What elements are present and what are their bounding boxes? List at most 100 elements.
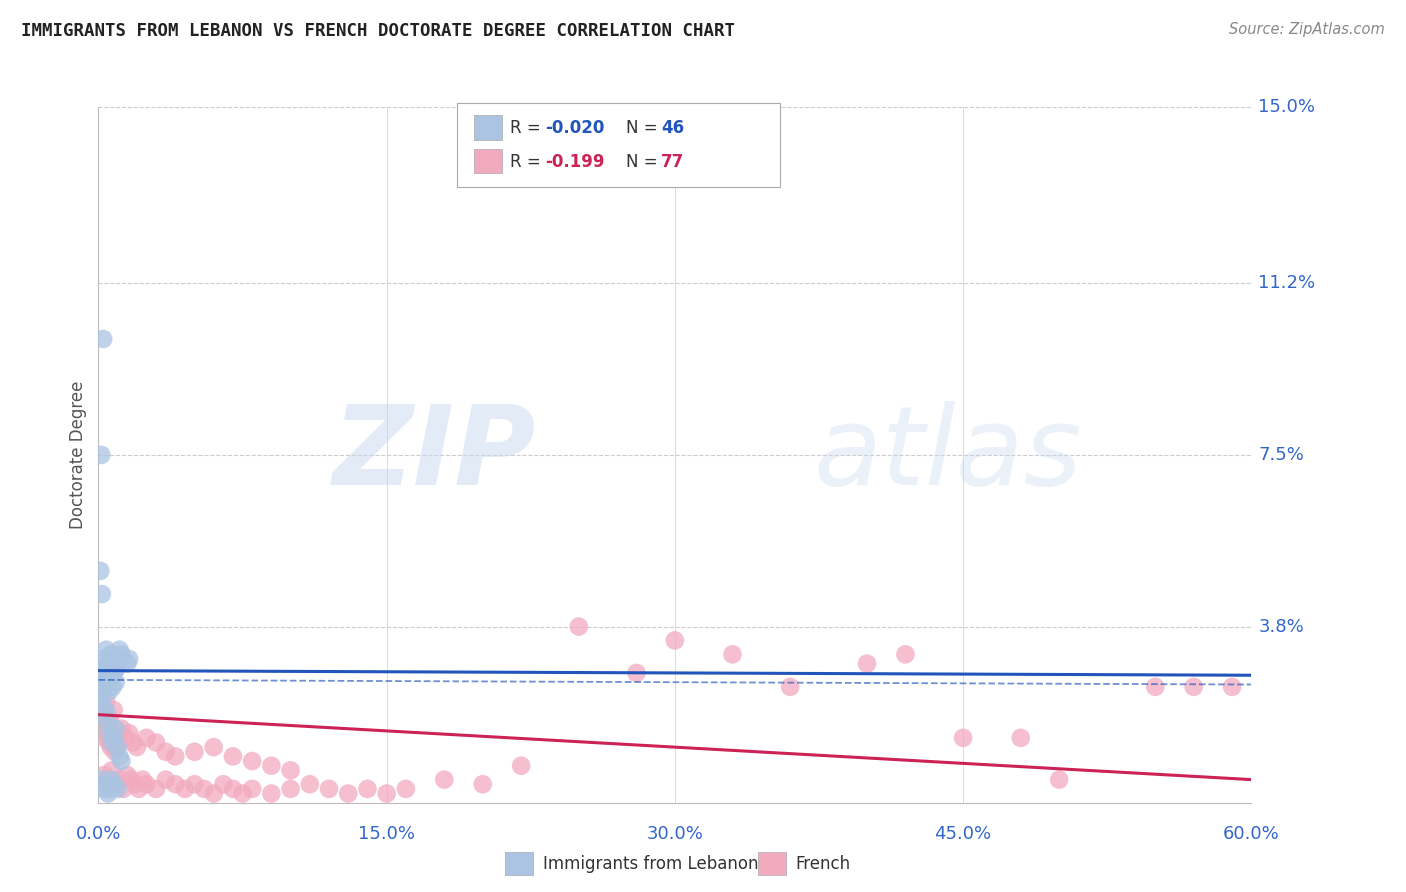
Text: 11.2%: 11.2% [1258,275,1316,293]
Point [120,772,142,787]
Point [89,689,111,703]
Point [260,758,283,772]
Text: 3.8%: 3.8% [1258,617,1305,635]
Point [165,777,187,791]
Point [1220,680,1243,694]
Text: -0.020: -0.020 [546,120,605,137]
Point [298,777,321,791]
Point [664,633,686,648]
Point [174,781,197,796]
Point [395,781,418,796]
Point [94,777,117,791]
Point [90,448,112,462]
Text: 15.0%: 15.0% [1258,98,1316,116]
Point [101,764,124,778]
Point [131,772,153,787]
Point [135,777,157,791]
Point [856,657,879,671]
Point [1047,772,1070,787]
Point [105,740,128,755]
Y-axis label: Doctorate Degree: Doctorate Degree [69,381,87,529]
Point [337,787,360,801]
Point [260,787,283,801]
Point [98,712,121,726]
Point [1144,680,1167,694]
Point [107,740,129,755]
Point [721,648,744,662]
Text: atlas: atlas [813,401,1081,508]
Point [107,652,129,666]
Point [183,777,205,791]
Point [93,768,115,782]
Point [155,745,177,759]
Point [101,680,124,694]
Point [101,731,124,745]
Point [104,675,127,690]
Point [101,772,124,787]
Text: French: French [796,855,851,873]
Point [96,675,118,690]
Text: 45.0%: 45.0% [935,825,991,843]
Point [626,665,648,680]
Point [155,772,177,787]
Point [212,777,235,791]
Point [433,772,456,787]
Point [103,665,125,680]
Text: 30.0%: 30.0% [647,825,703,843]
Point [122,735,145,749]
Point [101,735,124,749]
Point [97,772,120,787]
Point [98,661,121,675]
Point [100,740,122,755]
Point [104,777,127,791]
Point [568,619,591,633]
Text: -0.199: -0.199 [546,153,605,170]
Point [94,665,117,680]
Point [183,745,205,759]
Point [375,787,398,801]
Point [90,671,112,685]
Point [94,642,117,657]
Point [110,754,132,768]
Point [128,781,150,796]
Point [110,722,132,736]
Point [94,731,117,745]
Point [98,781,121,796]
Text: N =: N = [626,153,662,170]
Text: 77: 77 [661,153,685,170]
Point [240,754,263,768]
Point [96,726,118,740]
Point [91,332,114,346]
Point [90,712,112,726]
Point [222,781,245,796]
Point [103,777,125,791]
Text: 15.0%: 15.0% [359,825,415,843]
Point [118,652,141,666]
Point [93,781,115,796]
Point [240,781,263,796]
Point [1182,680,1205,694]
Point [510,758,533,772]
Point [112,781,135,796]
Text: Immigrants from Lebanon: Immigrants from Lebanon [543,855,758,873]
Point [280,781,302,796]
Point [94,694,117,708]
Text: 46: 46 [661,120,683,137]
Point [93,680,115,694]
Point [114,731,136,745]
Point [117,657,138,671]
Point [91,698,114,713]
Point [145,735,167,749]
Point [101,671,124,685]
Text: ZIP: ZIP [333,401,537,508]
Point [222,749,245,764]
Point [104,722,127,736]
Point [91,772,114,787]
Point [104,657,127,671]
Point [105,661,128,675]
Point [98,684,121,698]
Text: 0.0%: 0.0% [76,825,121,843]
Text: IMMIGRANTS FROM LEBANON VS FRENCH DOCTORATE DEGREE CORRELATION CHART: IMMIGRANTS FROM LEBANON VS FRENCH DOCTOR… [21,22,735,40]
Point [356,781,378,796]
Point [91,661,114,675]
